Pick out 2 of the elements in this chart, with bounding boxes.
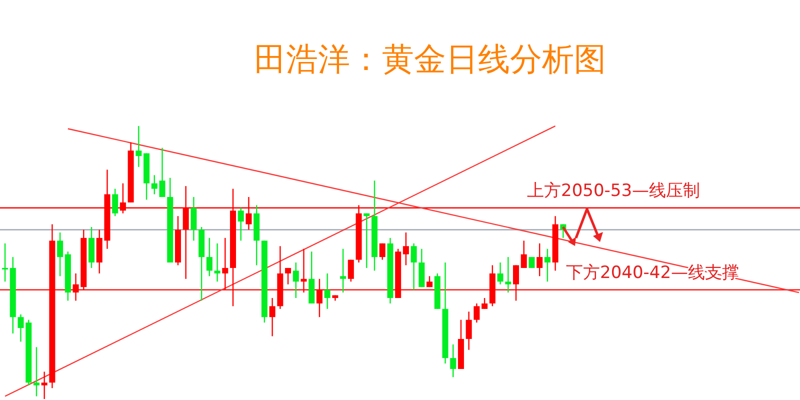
annotation: 上方2050-53—线压制 [527, 181, 700, 201]
title: 田浩洋：黄金日线分析图 [254, 40, 606, 78]
